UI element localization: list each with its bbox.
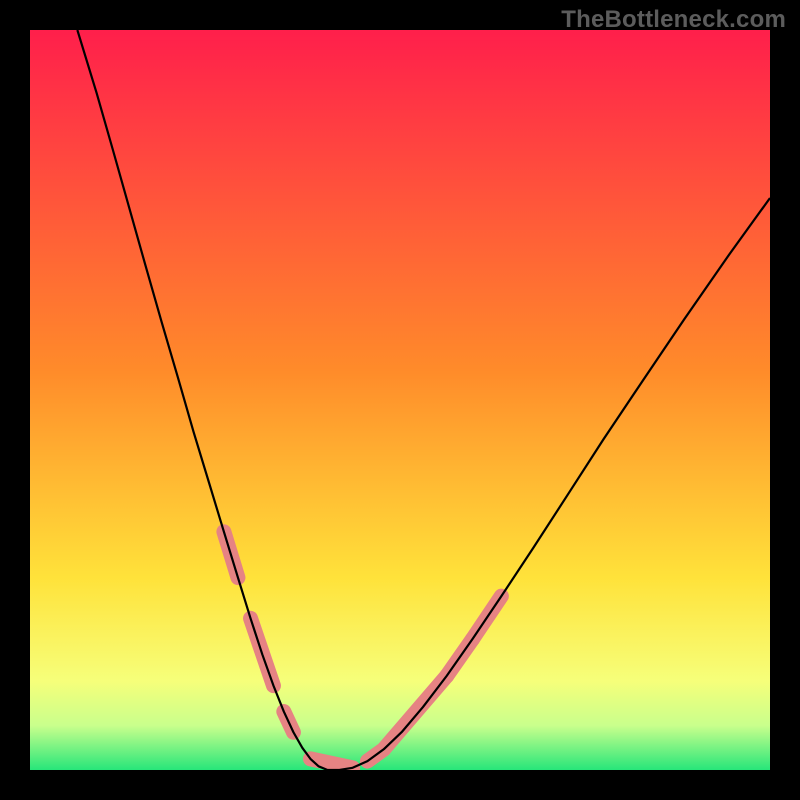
bottleneck-curve [77,30,770,770]
chart-frame: TheBottleneck.com [0,0,800,800]
chart-overlay [0,0,800,800]
